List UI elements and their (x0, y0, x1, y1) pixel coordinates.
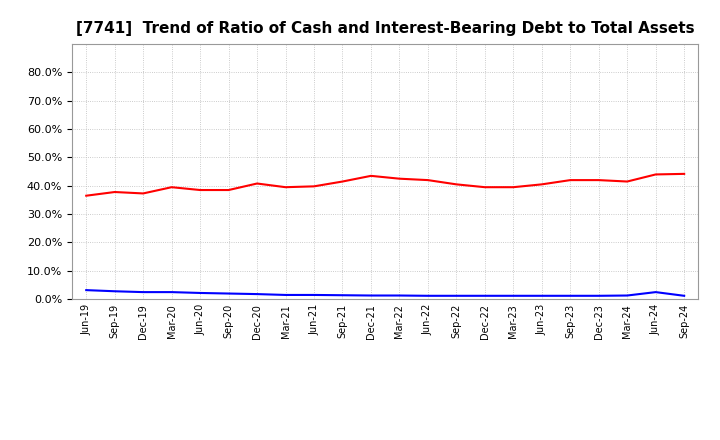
Legend: Cash, Interest-Bearing Debt: Cash, Interest-Bearing Debt (247, 438, 523, 440)
Title: [7741]  Trend of Ratio of Cash and Interest-Bearing Debt to Total Assets: [7741] Trend of Ratio of Cash and Intere… (76, 21, 695, 36)
